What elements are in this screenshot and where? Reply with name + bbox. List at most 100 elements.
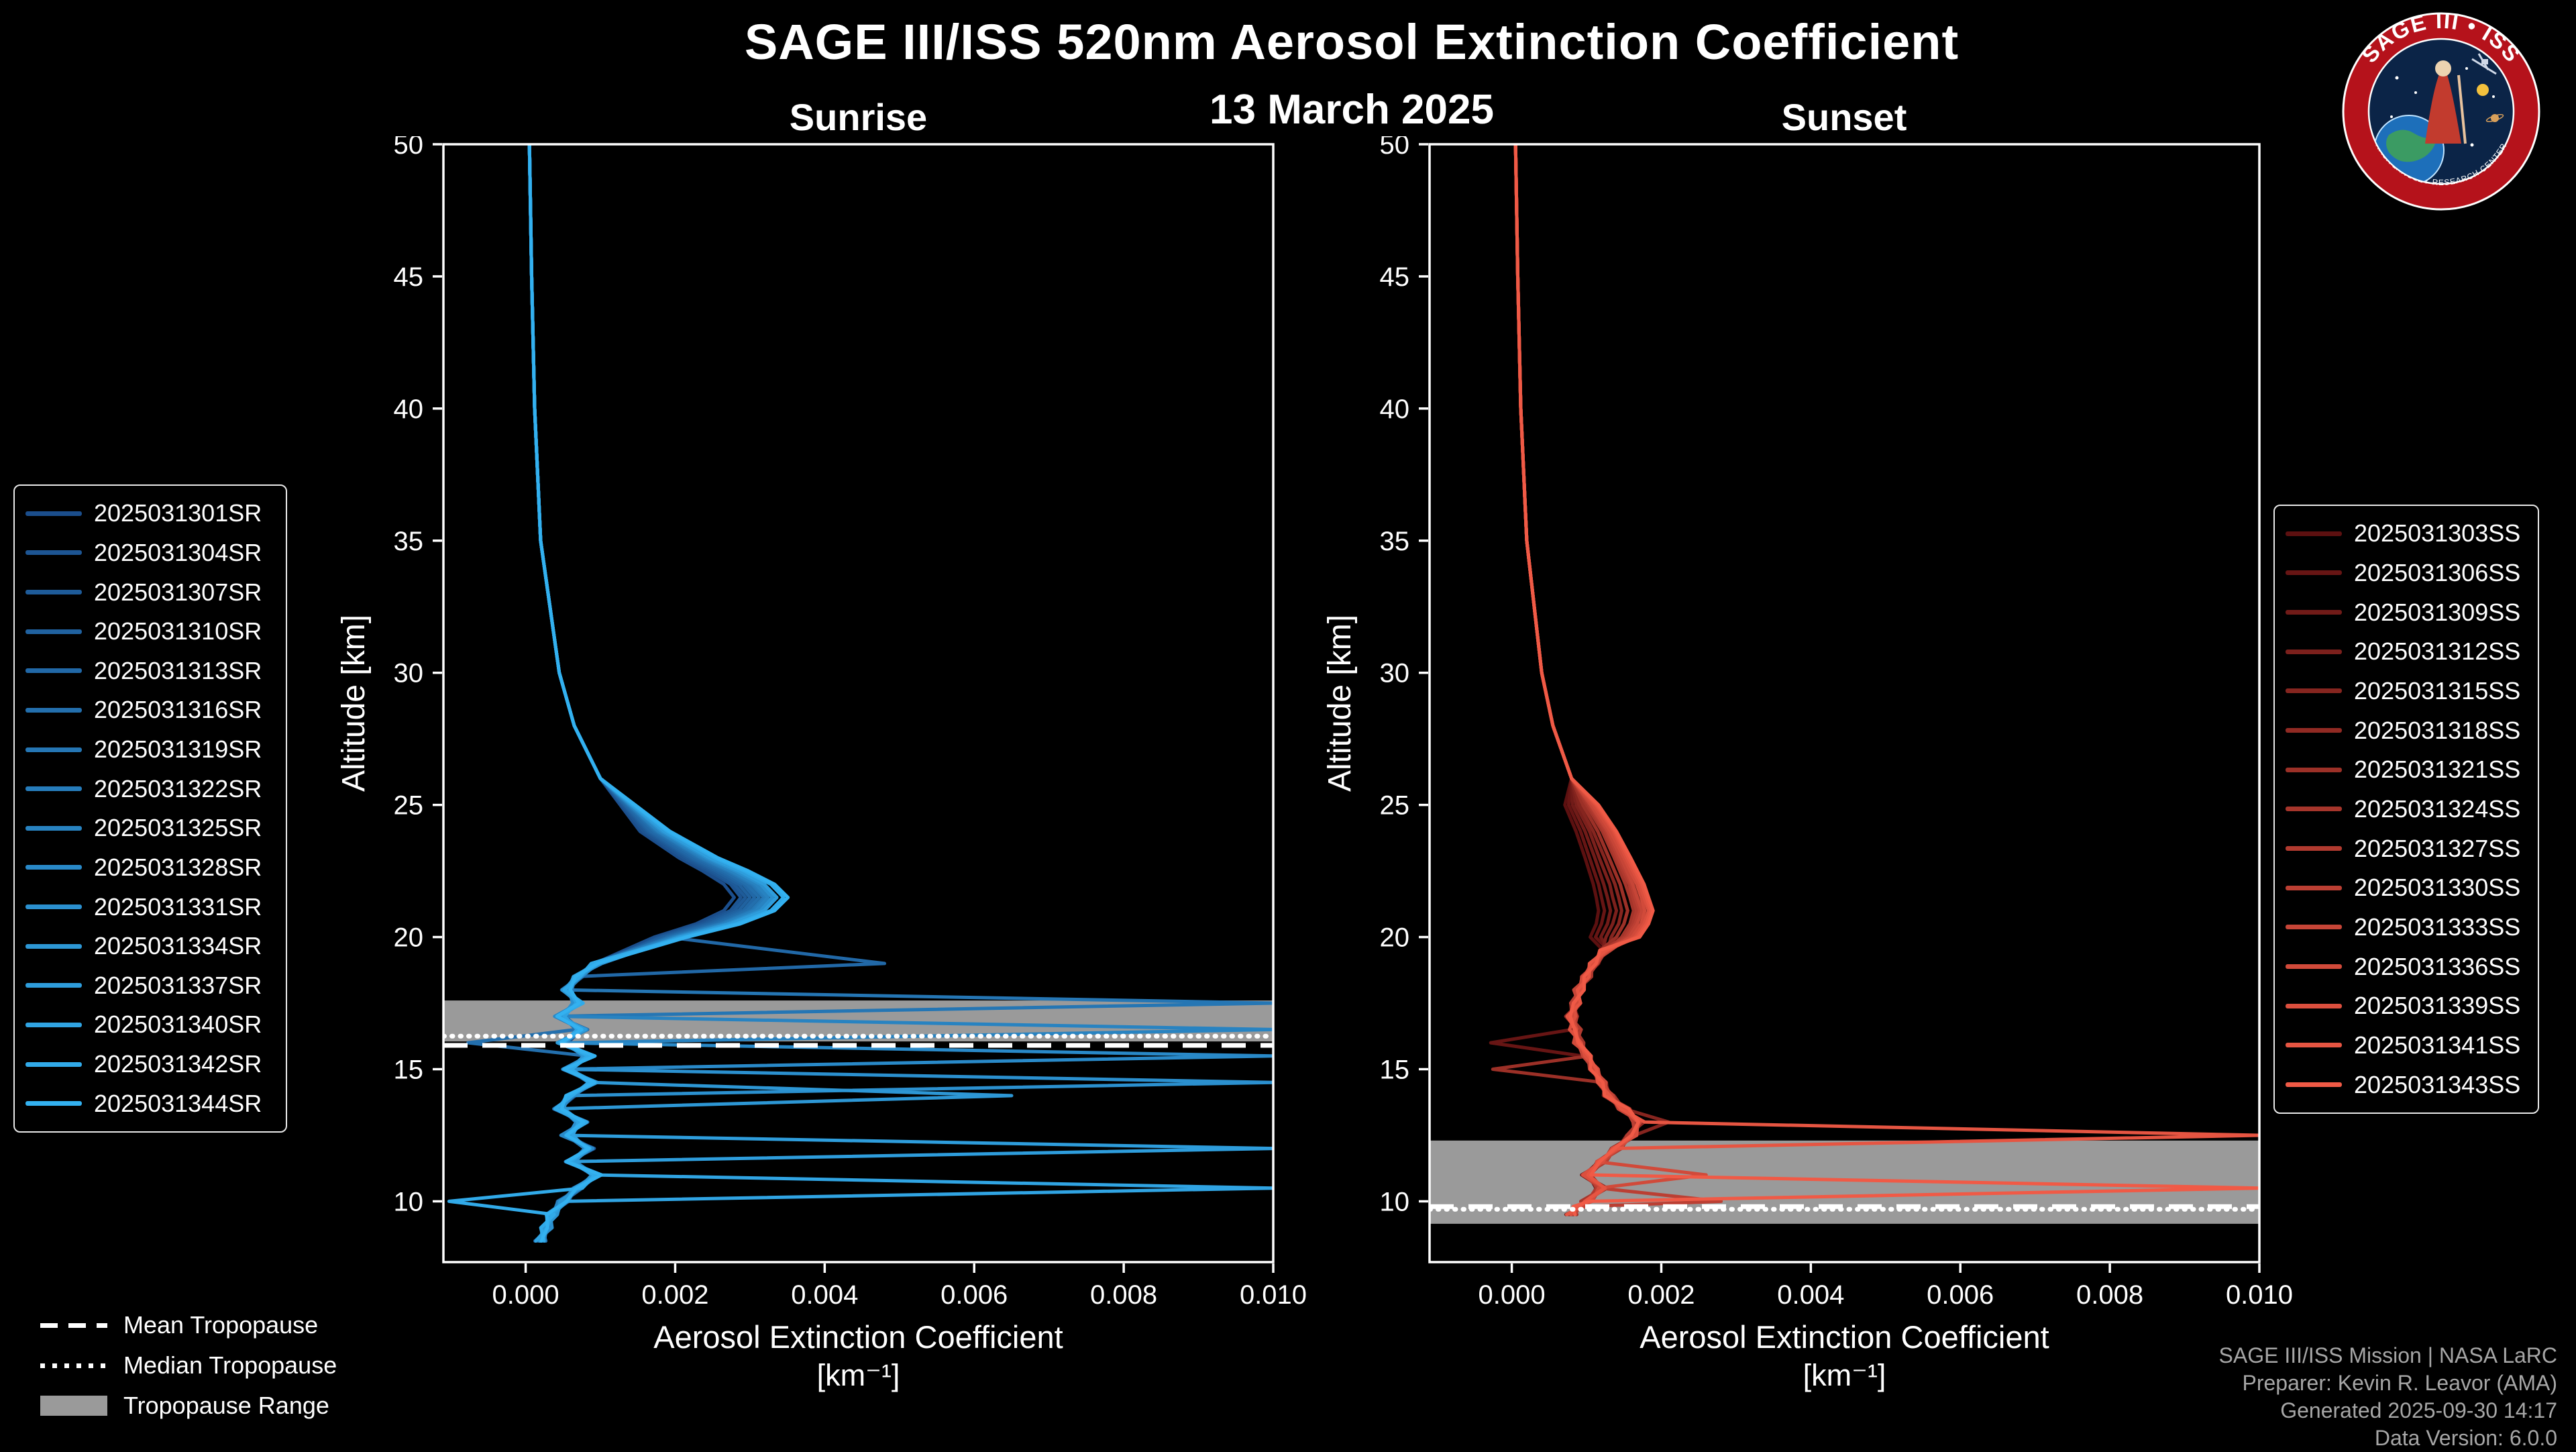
legend-label: 2025031316SR [94, 696, 262, 724]
sunrise-chart: 10 15 20 25 30 35 40 45 50 0.000 0.002 0.004 0.006 0.… [336, 136, 1307, 1392]
mean-tropopause-legend-item: Mean Tropopause [40, 1310, 337, 1341]
legend-label: 2025031312SS [2354, 637, 2521, 666]
x-tick-label: 0.006 [941, 1280, 1008, 1310]
legend-color-swatch [2286, 728, 2342, 733]
dashed-line-swatch [40, 1323, 107, 1328]
legend-item: 2025031328SR [25, 848, 275, 887]
legend-item: 2025031330SS [2286, 868, 2527, 907]
legend-label: 2025031324SS [2354, 794, 2521, 823]
legend-label: 2025031333SS [2354, 913, 2521, 941]
legend-label: 2025031340SR [94, 1010, 262, 1039]
plot-area [1430, 144, 2259, 1224]
y-tick-label: 50 [394, 136, 424, 160]
median-tropopause-legend-item: Median Tropopause [40, 1350, 337, 1381]
legend-color-swatch [25, 983, 82, 988]
profile-line [466, 144, 761, 1243]
x-tick-label: 0.000 [1479, 1280, 1546, 1310]
median-tropopause-label: Median Tropopause [123, 1351, 337, 1379]
profile-line [527, 144, 743, 1243]
legend-item: 2025031333SS [2286, 908, 2527, 947]
legend-label: 2025031306SS [2354, 558, 2521, 586]
legend-color-swatch [2286, 570, 2342, 576]
y-tick-label: 20 [394, 923, 424, 953]
y-tick-label: 15 [394, 1055, 424, 1084]
profile-line [1513, 144, 2259, 1216]
legend-label: 2025031331SR [94, 892, 262, 921]
legend-label: 2025031342SR [94, 1050, 262, 1078]
sunset-chart: 10 15 20 25 30 35 40 45 50 0.000 0.002 0.004 0.006 0.… [1322, 136, 2293, 1392]
legend-item: 2025031304SR [25, 533, 275, 572]
legend-item: 2025031301SR [25, 494, 275, 533]
logo-iss [2471, 53, 2497, 75]
legend-item: 2025031343SS [2286, 1066, 2527, 1104]
y-axis-label: Altitude [km] [1322, 615, 1358, 792]
legend-color-swatch [2286, 1082, 2342, 1088]
x-tick-label: 0.002 [641, 1280, 708, 1310]
legend-item: 2025031342SR [25, 1045, 275, 1084]
legend-color-swatch [2286, 610, 2342, 615]
legend-color-swatch [25, 511, 82, 516]
legend-color-swatch [25, 865, 82, 870]
legend-color-swatch [2286, 1003, 2342, 1008]
legend-label: 2025031321SS [2354, 756, 2521, 784]
legend-item: 2025031327SS [2286, 829, 2527, 868]
legend-color-swatch [25, 1022, 82, 1027]
y-tick-label: 25 [394, 791, 424, 821]
logo-staff [2457, 74, 2467, 144]
legend-label: 2025031343SS [2354, 1070, 2521, 1098]
legend-label: 2025031310SR [94, 617, 262, 645]
x-axis-label: Aerosol Extinction Coefficient [653, 1319, 1063, 1355]
legend-item: 2025031315SS [2286, 672, 2527, 711]
legend-color-swatch [25, 550, 82, 556]
x-tick-label: 0.000 [492, 1280, 559, 1310]
legend-label: 2025031336SS [2354, 952, 2521, 980]
y-tick-label: 40 [1380, 395, 1410, 424]
legend-item: 2025031321SS [2286, 750, 2527, 789]
credit-line-version: Data Version: 6.0.0 [2374, 1426, 2557, 1450]
legend-item: 2025031339SS [2286, 986, 2527, 1025]
profile-line [1513, 144, 2259, 1216]
date-label: 13 March 2025 [1210, 87, 1494, 133]
logo-sun [2477, 84, 2489, 96]
legend-item: 2025031336SS [2286, 947, 2527, 986]
legend-label: 2025031330SS [2354, 874, 2521, 902]
profile-line [527, 144, 736, 1243]
legend-item: 2025031324SS [2286, 790, 2527, 829]
legend-item: 2025031312SS [2286, 632, 2527, 671]
legend-label: 2025031319SR [94, 735, 262, 764]
legend-item: 2025031334SR [25, 927, 275, 966]
legend-color-swatch [2286, 649, 2342, 654]
legend-item: 2025031318SS [2286, 711, 2527, 750]
legend-color-swatch [2286, 807, 2342, 812]
legend-color-swatch [2286, 1043, 2342, 1048]
profile-line [527, 144, 790, 1243]
credits: SAGE III/ISS Mission | NASA LaRC Prepare… [2219, 1342, 2557, 1452]
legend-item: 2025031331SR [25, 888, 275, 927]
y-tick-label: 50 [1380, 136, 1410, 160]
legend-label: 2025031344SR [94, 1089, 262, 1117]
gray-band-swatch [40, 1396, 107, 1416]
x-tick-label: 0.006 [1927, 1280, 1994, 1310]
legend-label: 2025031322SR [94, 774, 262, 802]
legend-item: 2025031309SS [2286, 593, 2527, 632]
profile-line [447, 144, 786, 1243]
legend-item: 2025031313SR [25, 652, 275, 690]
legend-label: 2025031303SS [2354, 519, 2521, 548]
legend-item: 2025031341SS [2286, 1026, 2527, 1065]
legend-color-swatch [25, 825, 82, 831]
legend-label: 2025031325SR [94, 814, 262, 842]
legend-color-swatch [25, 668, 82, 674]
legend-color-swatch [2286, 885, 2342, 890]
legend-color-swatch [2286, 925, 2342, 930]
x-axis-label: Aerosol Extinction Coefficient [1640, 1319, 2049, 1355]
plot-border [1428, 143, 2261, 1263]
legend-item: 2025031344SR [25, 1084, 275, 1123]
y-tick-label: 45 [394, 262, 424, 292]
plot-border [442, 143, 1275, 1263]
legend-label: 2025031327SS [2354, 834, 2521, 862]
legend-label: 2025031304SR [94, 538, 262, 566]
legend-color-swatch [25, 786, 82, 792]
profile-line [1513, 144, 1671, 1216]
legend-label: 2025031301SR [94, 499, 262, 527]
